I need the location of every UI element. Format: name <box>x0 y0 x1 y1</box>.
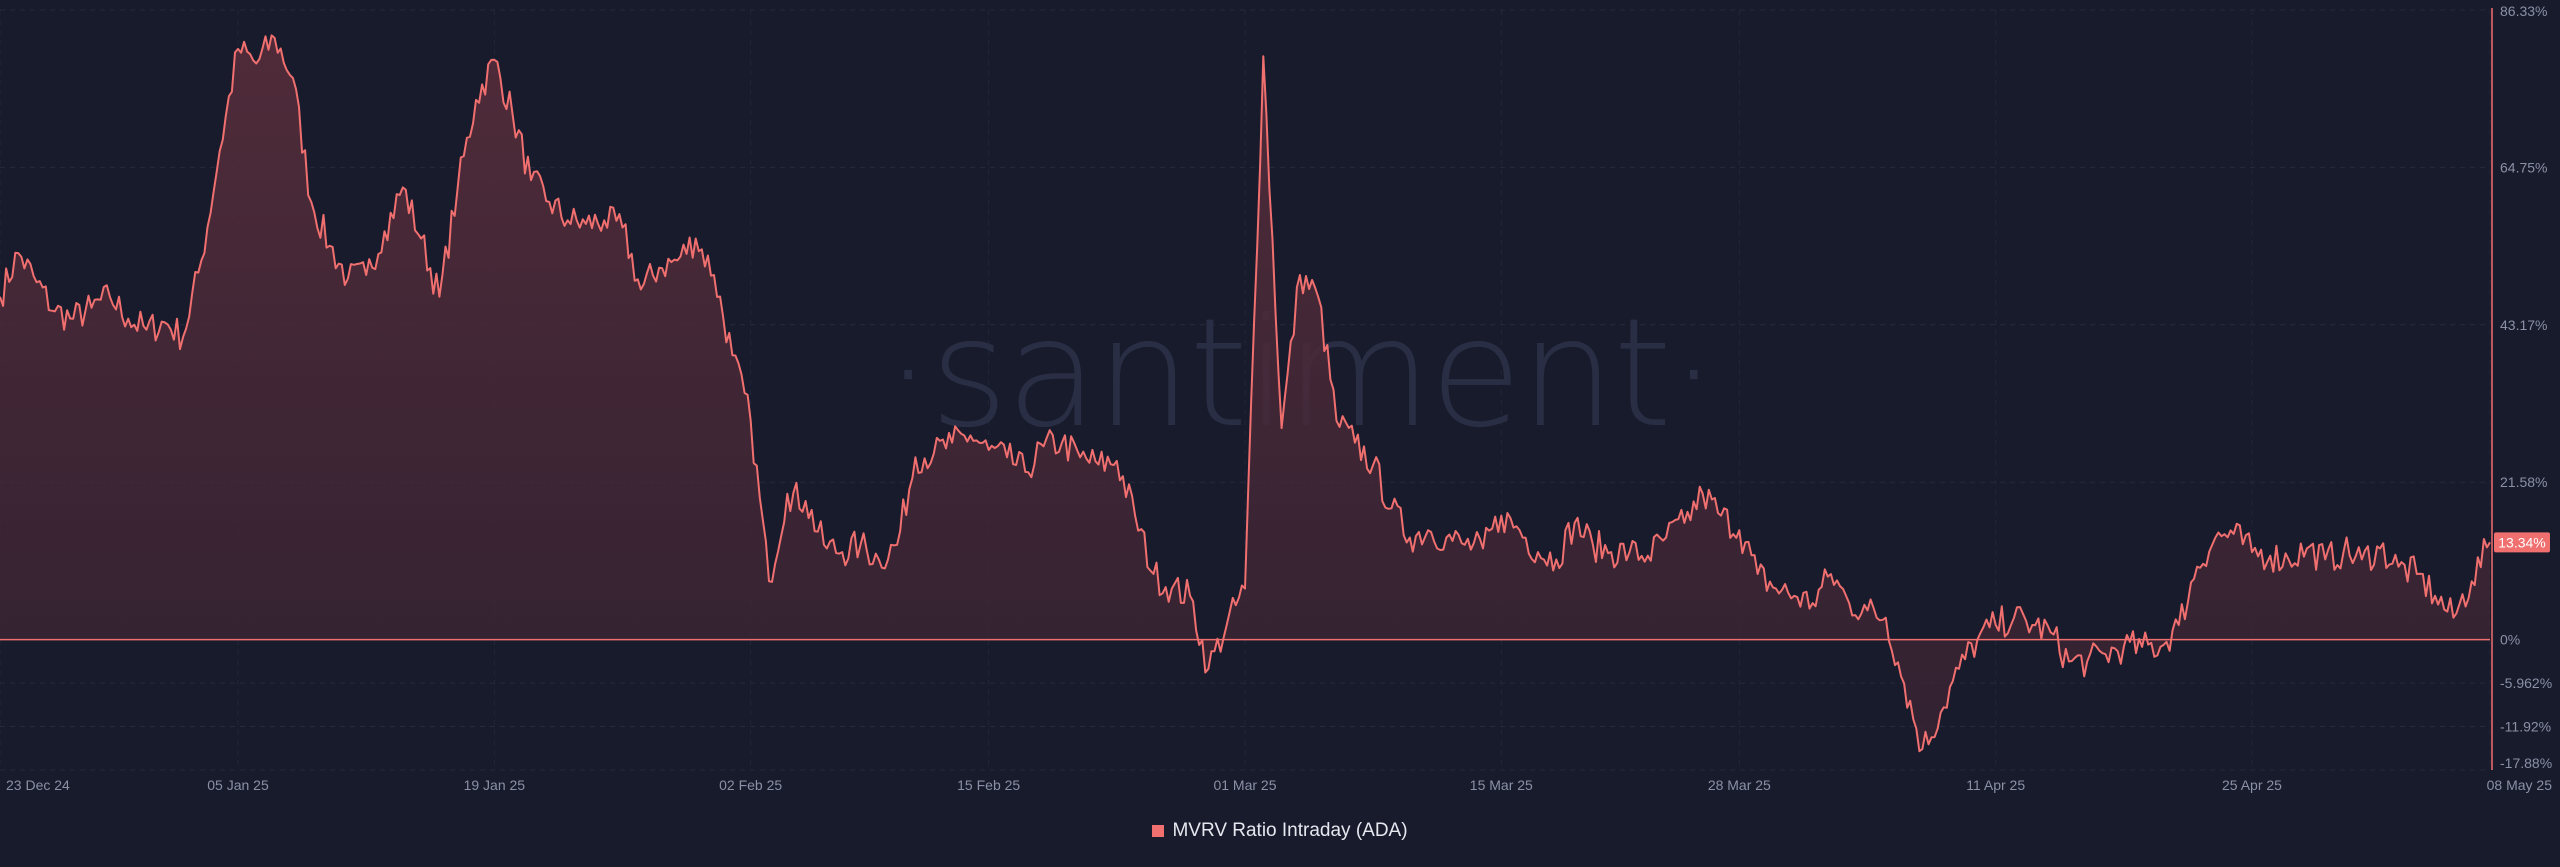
x-tick-label: 05 Jan 25 <box>207 777 269 793</box>
x-tick-label: 23 Dec 24 <box>6 777 70 793</box>
series-line <box>0 34 2491 753</box>
y-tick-label: -5.962% <box>2500 675 2552 691</box>
y-tick-label: -11.92% <box>2500 719 2551 735</box>
series-area <box>0 35 2490 752</box>
y-tick-label: 86.33% <box>2500 3 2547 19</box>
legend-swatch <box>1152 825 1165 837</box>
x-tick-label: 08 May 25 <box>2487 777 2553 793</box>
area-layer <box>0 34 2491 753</box>
x-tick-label: 19 Jan 25 <box>464 777 526 793</box>
x-tick-label: 28 Mar 25 <box>1708 777 1771 793</box>
x-tick-label: 25 Apr 25 <box>2222 777 2282 793</box>
axis-layer: 86.33% 64.75% 43.17% 21.58% 0% -5.962% -11.92%… <box>6 3 2552 793</box>
x-tick-label: 11 Apr 25 <box>1966 777 2025 793</box>
legend: MVRV Ratio Intraday (ADA) <box>0 820 2560 842</box>
x-tick-label: 15 Mar 25 <box>1470 777 1533 793</box>
x-tick-label: 15 Feb 25 <box>957 777 1020 793</box>
x-tick-label: 01 Mar 25 <box>1213 777 1276 793</box>
last-value-label: 13.34% <box>2498 534 2545 550</box>
y-tick-label: 0% <box>2500 632 2520 648</box>
x-tick-label: 02 Feb 25 <box>719 777 782 793</box>
y-tick-label: -17.88% <box>2500 755 2552 771</box>
y-tick-label: 43.17% <box>2500 317 2547 333</box>
y-tick-label: 64.75% <box>2500 159 2547 175</box>
last-value-badge <box>2494 532 2550 553</box>
y-tick-label: 21.58% <box>2500 474 2547 490</box>
legend-label: MVRV Ratio Intraday (ADA) <box>1172 820 1408 841</box>
